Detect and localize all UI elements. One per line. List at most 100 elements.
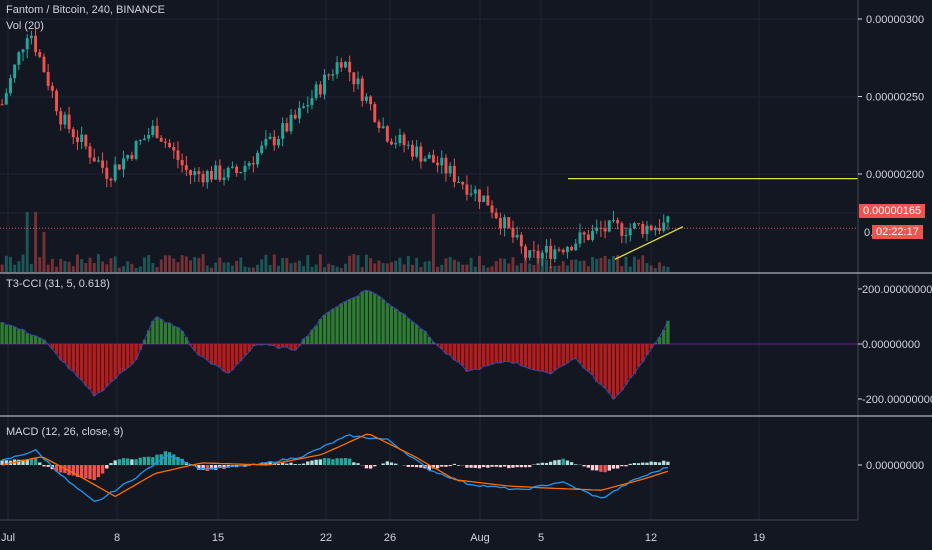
macd-histogram-bar — [285, 463, 289, 465]
cci-bar — [507, 344, 511, 362]
candle-body — [352, 72, 356, 85]
volume-bar — [323, 267, 326, 272]
cci-bar — [293, 344, 297, 351]
volume-bar — [314, 264, 318, 272]
candle-body — [109, 178, 113, 181]
cci-bar — [197, 344, 201, 356]
macd-histogram-bar — [100, 465, 105, 474]
cci-bar — [582, 344, 586, 369]
volume-bar — [444, 258, 448, 272]
cci-bar — [569, 344, 574, 360]
volume-bar — [34, 212, 38, 272]
macd-histogram-bar — [276, 463, 281, 465]
candle-body — [126, 155, 130, 159]
candle-body — [96, 160, 100, 162]
volume-label[interactable]: Vol (20) — [6, 20, 44, 32]
candle-body — [469, 193, 473, 195]
macd-histogram-bar — [29, 458, 34, 465]
volume-bar — [297, 260, 301, 272]
cci-bar — [502, 344, 507, 362]
cci-bar — [595, 344, 599, 382]
candle-body — [431, 154, 435, 163]
cci-bar — [548, 344, 553, 374]
candle-body — [189, 170, 192, 176]
candle-body — [9, 78, 12, 94]
macd-histogram-bar — [574, 464, 578, 465]
macd-histogram-bar — [88, 465, 92, 480]
pane-separators[interactable] — [0, 272, 932, 417]
time-tick-label: 12 — [645, 532, 657, 544]
cci-bar — [38, 337, 42, 344]
price-tick-label: 0.00000300 — [866, 14, 924, 26]
cci-bar — [138, 344, 142, 350]
cci-bar — [201, 344, 205, 357]
cci-bar — [636, 344, 641, 367]
candle-body — [159, 137, 163, 142]
time-axis[interactable]: Jul 8 15 22 26 Aug 5 12 19 — [0, 519, 858, 544]
symbol-title[interactable]: Fantom / Bitcoin, 240, BINANCE — [6, 4, 165, 16]
candle-body — [235, 166, 239, 173]
candle-body — [25, 38, 29, 50]
volume-bar — [197, 257, 201, 272]
candle-body — [205, 171, 209, 183]
macd-histogram-bar — [611, 465, 616, 469]
cci-bar — [373, 293, 377, 344]
price-tick-label: 0.00000200 — [866, 169, 924, 181]
cci-bar — [218, 344, 222, 368]
candle-body — [134, 141, 138, 159]
volume-bar — [151, 262, 155, 272]
volume-bar — [9, 257, 12, 272]
cci-bar — [134, 344, 138, 360]
cci-bar — [8, 325, 13, 344]
cci-bar — [352, 297, 356, 344]
candlesticks[interactable] — [0, 26, 670, 269]
cci-bar — [486, 344, 490, 366]
cci-bar — [54, 344, 59, 354]
macd-histogram-bar — [105, 465, 109, 469]
macd-label[interactable]: MACD (12, 26, close, 9) — [6, 426, 124, 438]
cci-bar — [414, 324, 419, 344]
volume-bar — [172, 258, 176, 272]
macd-histogram-bar — [368, 465, 373, 469]
volume-bar — [469, 257, 473, 272]
price-axis[interactable]: 0.00000300 0.00000250 0.00000200 200.000000… — [857, 0, 932, 520]
macd-histogram-bar — [536, 463, 540, 465]
macd-histogram-bar — [109, 463, 113, 465]
candle-body — [666, 216, 670, 223]
volume-bar — [210, 267, 213, 272]
volume-bar — [268, 265, 272, 272]
candle-body — [545, 245, 548, 253]
macd-histogram-bar — [293, 463, 297, 465]
volume-bar — [486, 267, 490, 272]
cci-bar — [33, 335, 38, 344]
macd-histogram-bar — [582, 465, 586, 467]
cci-bar — [285, 344, 289, 348]
volume-bar — [352, 254, 356, 272]
cci-bar — [620, 344, 624, 391]
cci-bar — [394, 308, 398, 344]
volume-bar — [578, 260, 582, 272]
volume-bar — [88, 257, 92, 272]
cci-bar — [364, 290, 369, 344]
cci-bar — [121, 344, 126, 371]
cci-bar — [155, 316, 159, 344]
drawing-overlays[interactable] — [0, 177, 858, 260]
candle-body — [356, 78, 360, 85]
macd-histogram-bar — [167, 452, 172, 465]
cci-bar — [431, 342, 436, 344]
macd-histogram-bar — [322, 458, 327, 465]
macd-histogram-bar — [653, 461, 658, 465]
candle-body — [29, 35, 33, 39]
volume-bar — [595, 258, 599, 272]
volume-bar — [13, 264, 17, 272]
t3cci-label[interactable]: T3-CCI (31, 5, 0.618) — [6, 278, 110, 290]
volume-bar — [490, 266, 494, 272]
macd-histogram-bar — [306, 461, 310, 465]
candle-body — [490, 205, 494, 213]
volume-bar — [478, 255, 481, 272]
volume-bar — [465, 264, 469, 272]
candle-body — [88, 146, 92, 158]
cci-bar — [649, 344, 653, 349]
cci-bar — [461, 344, 465, 366]
